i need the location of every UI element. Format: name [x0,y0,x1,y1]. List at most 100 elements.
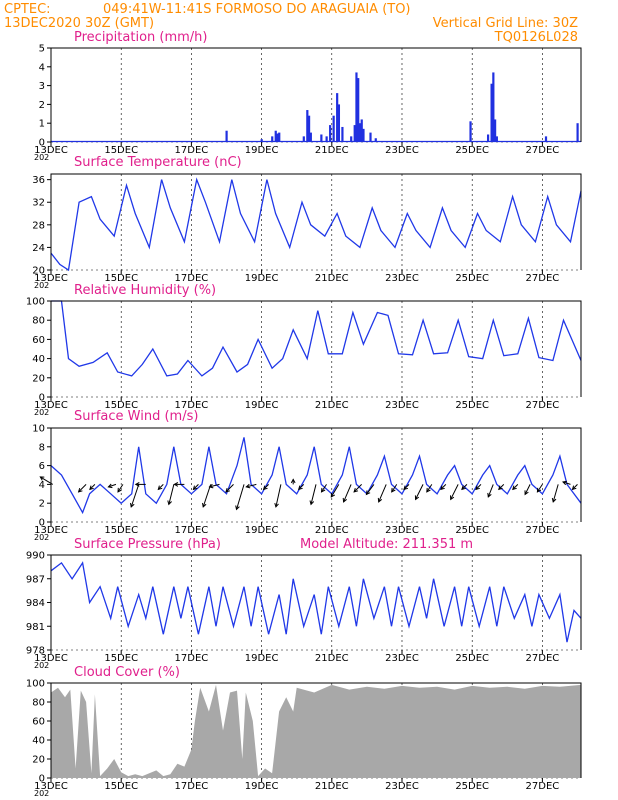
panel-2: 0 20 40 60 80 100 13DEC 15DEC 17DEC 19DEC 21DEC 23D… [26,283,582,417]
wind-arrowhead [330,492,336,498]
panel-title: Relative Humidity (%) [74,283,216,298]
x-tick-label: 27DEC [526,653,560,664]
wind-arrow [498,484,505,490]
header-datetime: 13DEC2020 30Z (GMT) [4,16,154,31]
wind-arrow [209,483,220,488]
wind-arrow [321,484,327,493]
header-org: CPTEC: [4,2,51,17]
wind-arrowhead [562,480,567,486]
wind-arrowhead [192,485,198,491]
wind-arrow [461,484,468,490]
precip-bar [486,134,490,142]
panel-title: Surface Wind (m/s) [74,409,198,424]
precip-bar [360,119,363,142]
x-tick-label: 23DEC [385,145,419,156]
x-tick-label: 25DEC [455,525,489,536]
x-tick-label: 27DEC [526,525,560,536]
wind-arrow [391,484,398,493]
precip-bar [576,123,579,142]
precip-bar [337,104,341,142]
x-tick-label: 25DEC [455,653,489,664]
wind-arrowhead [487,492,492,498]
panel-frame [50,300,582,397]
wind-arrowhead [117,487,122,493]
precip-bar [336,93,339,142]
y-tick-label: 0 [39,138,45,149]
panel-title: Precipitation (mm/h) [74,30,207,45]
wind-arrowhead [320,487,326,493]
year-label: 202 [34,281,49,290]
y-tick-label: 100 [26,679,45,690]
precip-bar [374,138,377,142]
precip-bar [260,139,263,142]
wind-arrow [78,484,87,493]
y-tick-label: 2 [39,100,45,111]
x-tick-label: 15DEC [104,653,138,664]
x-tick-label: 13DEC [34,653,68,664]
precip-bar [225,130,228,142]
x-tick-label: 13DEC [34,400,68,411]
wind-arrowhead [571,485,577,491]
precip-bar [309,132,312,142]
wind-arrow [378,484,387,503]
wind-arrowhead [524,490,529,496]
series-line [50,437,582,515]
wind-arrow [562,481,571,485]
y-tick-label: 6 [39,461,45,472]
wind-arrow [168,484,175,505]
wind-arrow [298,484,305,490]
series-line [50,177,582,272]
y-tick-label: 28 [32,220,45,231]
x-tick-label: 15DEC [104,273,138,284]
x-tick-label: 13DEC [34,525,68,536]
wind-arrow [310,484,317,505]
wind-arrow [366,484,375,495]
x-tick-label: 21DEC [315,525,349,536]
wind-arrow [117,484,124,493]
y-tick-label: 987 [26,574,45,585]
wind-arrow [426,484,433,493]
wind-arrowhead [461,485,466,491]
y-tick-label: 60 [32,335,45,346]
x-tick-label: 25DEC [455,400,489,411]
wind-arrowhead [77,487,83,493]
wind-arrowhead [290,478,296,484]
x-tick-label: 13DEC [34,781,68,792]
wind-arrowhead [225,487,231,493]
x-tick-label: 17DEC [175,781,209,792]
wind-arrowhead [536,487,542,493]
x-tick-label: 13DEC [34,273,68,284]
x-tick-label: 25DEC [455,781,489,792]
wind-arrow [552,484,559,503]
wind-arrowhead [498,485,503,491]
wind-arrowhead [512,485,517,491]
wind-arrowhead [262,485,268,491]
wind-arrow [225,484,234,493]
wind-arrow [440,484,447,490]
x-tick-label: 25DEC [455,145,489,156]
panel-4: 978 981 984 987 990 13DEC 15DEC 17DEC 19DEC 21DEC… [26,537,582,670]
precip-bar [274,130,277,142]
precip-bar [357,78,360,142]
panel-3: 0 2 4 6 8 10 13DEC 15DEC 17DEC 19DEC 21DEC 23DEC 25D… [32,409,582,542]
wind-arrowhead [274,502,279,508]
precip-bar [544,136,548,142]
x-tick-label: 27DEC [526,400,560,411]
precip-bar [320,134,323,142]
y-tick-label: 2 [39,499,45,510]
wind-arrowhead [130,502,135,508]
x-tick-label: 15DEC [104,400,138,411]
wind-arrowhead [107,483,113,489]
panel-0: 0 1 2 3 4 5 13DEC 15DEC 17DEC 19DEC 21DEC 23DEC 25DE… [34,30,582,162]
y-tick-label: 10 [32,424,45,435]
x-tick-label: 25DEC [455,273,489,284]
x-tick-label: 21DEC [315,781,349,792]
x-tick-label: 19DEC [245,653,279,664]
precip-bar [355,72,358,142]
precip-bar [307,115,311,142]
year-label: 202 [34,661,49,670]
precip-bar [350,136,353,142]
panels-group: 0 1 2 3 4 5 13DEC 15DEC 17DEC 19DEC 21DEC 23DEC 25DE… [26,30,582,798]
wind-arrow [330,484,340,498]
x-tick-label: 19DEC [245,273,279,284]
